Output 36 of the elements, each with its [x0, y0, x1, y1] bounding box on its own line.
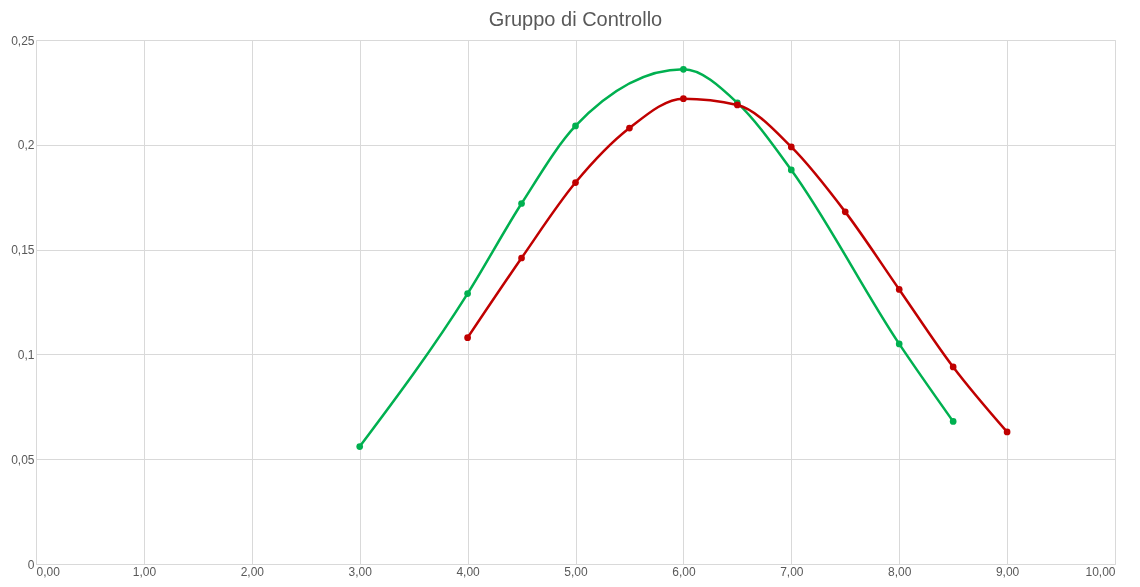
point: [895, 340, 903, 348]
x-tick-label: 4,00: [456, 564, 481, 579]
point: [680, 66, 687, 73]
point: [518, 254, 525, 262]
point: [1003, 428, 1011, 436]
x-tick-label: 5,00: [564, 564, 588, 579]
point: [464, 334, 471, 341]
point: [356, 443, 364, 450]
y-tick-label: 0: [27, 557, 35, 572]
x-tick-label: 1,00: [132, 564, 157, 579]
y-tick-label: 0,15: [11, 243, 35, 258]
y-tick-label: 0,05: [11, 452, 35, 467]
x-tick-label: 0,00: [36, 564, 61, 579]
x-tick-label: 6,00: [672, 564, 696, 579]
point: [949, 418, 957, 425]
point: [572, 122, 579, 130]
x-tick-label: 3,00: [348, 564, 373, 579]
point: [949, 363, 957, 371]
y-tick-label: 0,1: [17, 347, 35, 362]
x-tick-label: 7,00: [780, 564, 804, 579]
point: [841, 208, 849, 216]
point: [787, 143, 795, 151]
point: [572, 179, 579, 186]
chart-title: Gruppo di Controllo: [488, 8, 663, 30]
point: [518, 200, 525, 207]
x-tick-label: 10,00: [1085, 564, 1116, 579]
point: [680, 95, 687, 103]
point: [895, 286, 903, 293]
x-tick-label: 2,00: [240, 564, 265, 579]
point: [464, 290, 471, 297]
x-tick-label: 9,00: [995, 564, 1020, 579]
point: [787, 166, 795, 174]
y-tick-label: 0,25: [11, 33, 35, 48]
x-tick-label: 8,00: [888, 564, 912, 579]
point: [626, 124, 633, 132]
y-tick-label: 0,2: [17, 138, 35, 153]
